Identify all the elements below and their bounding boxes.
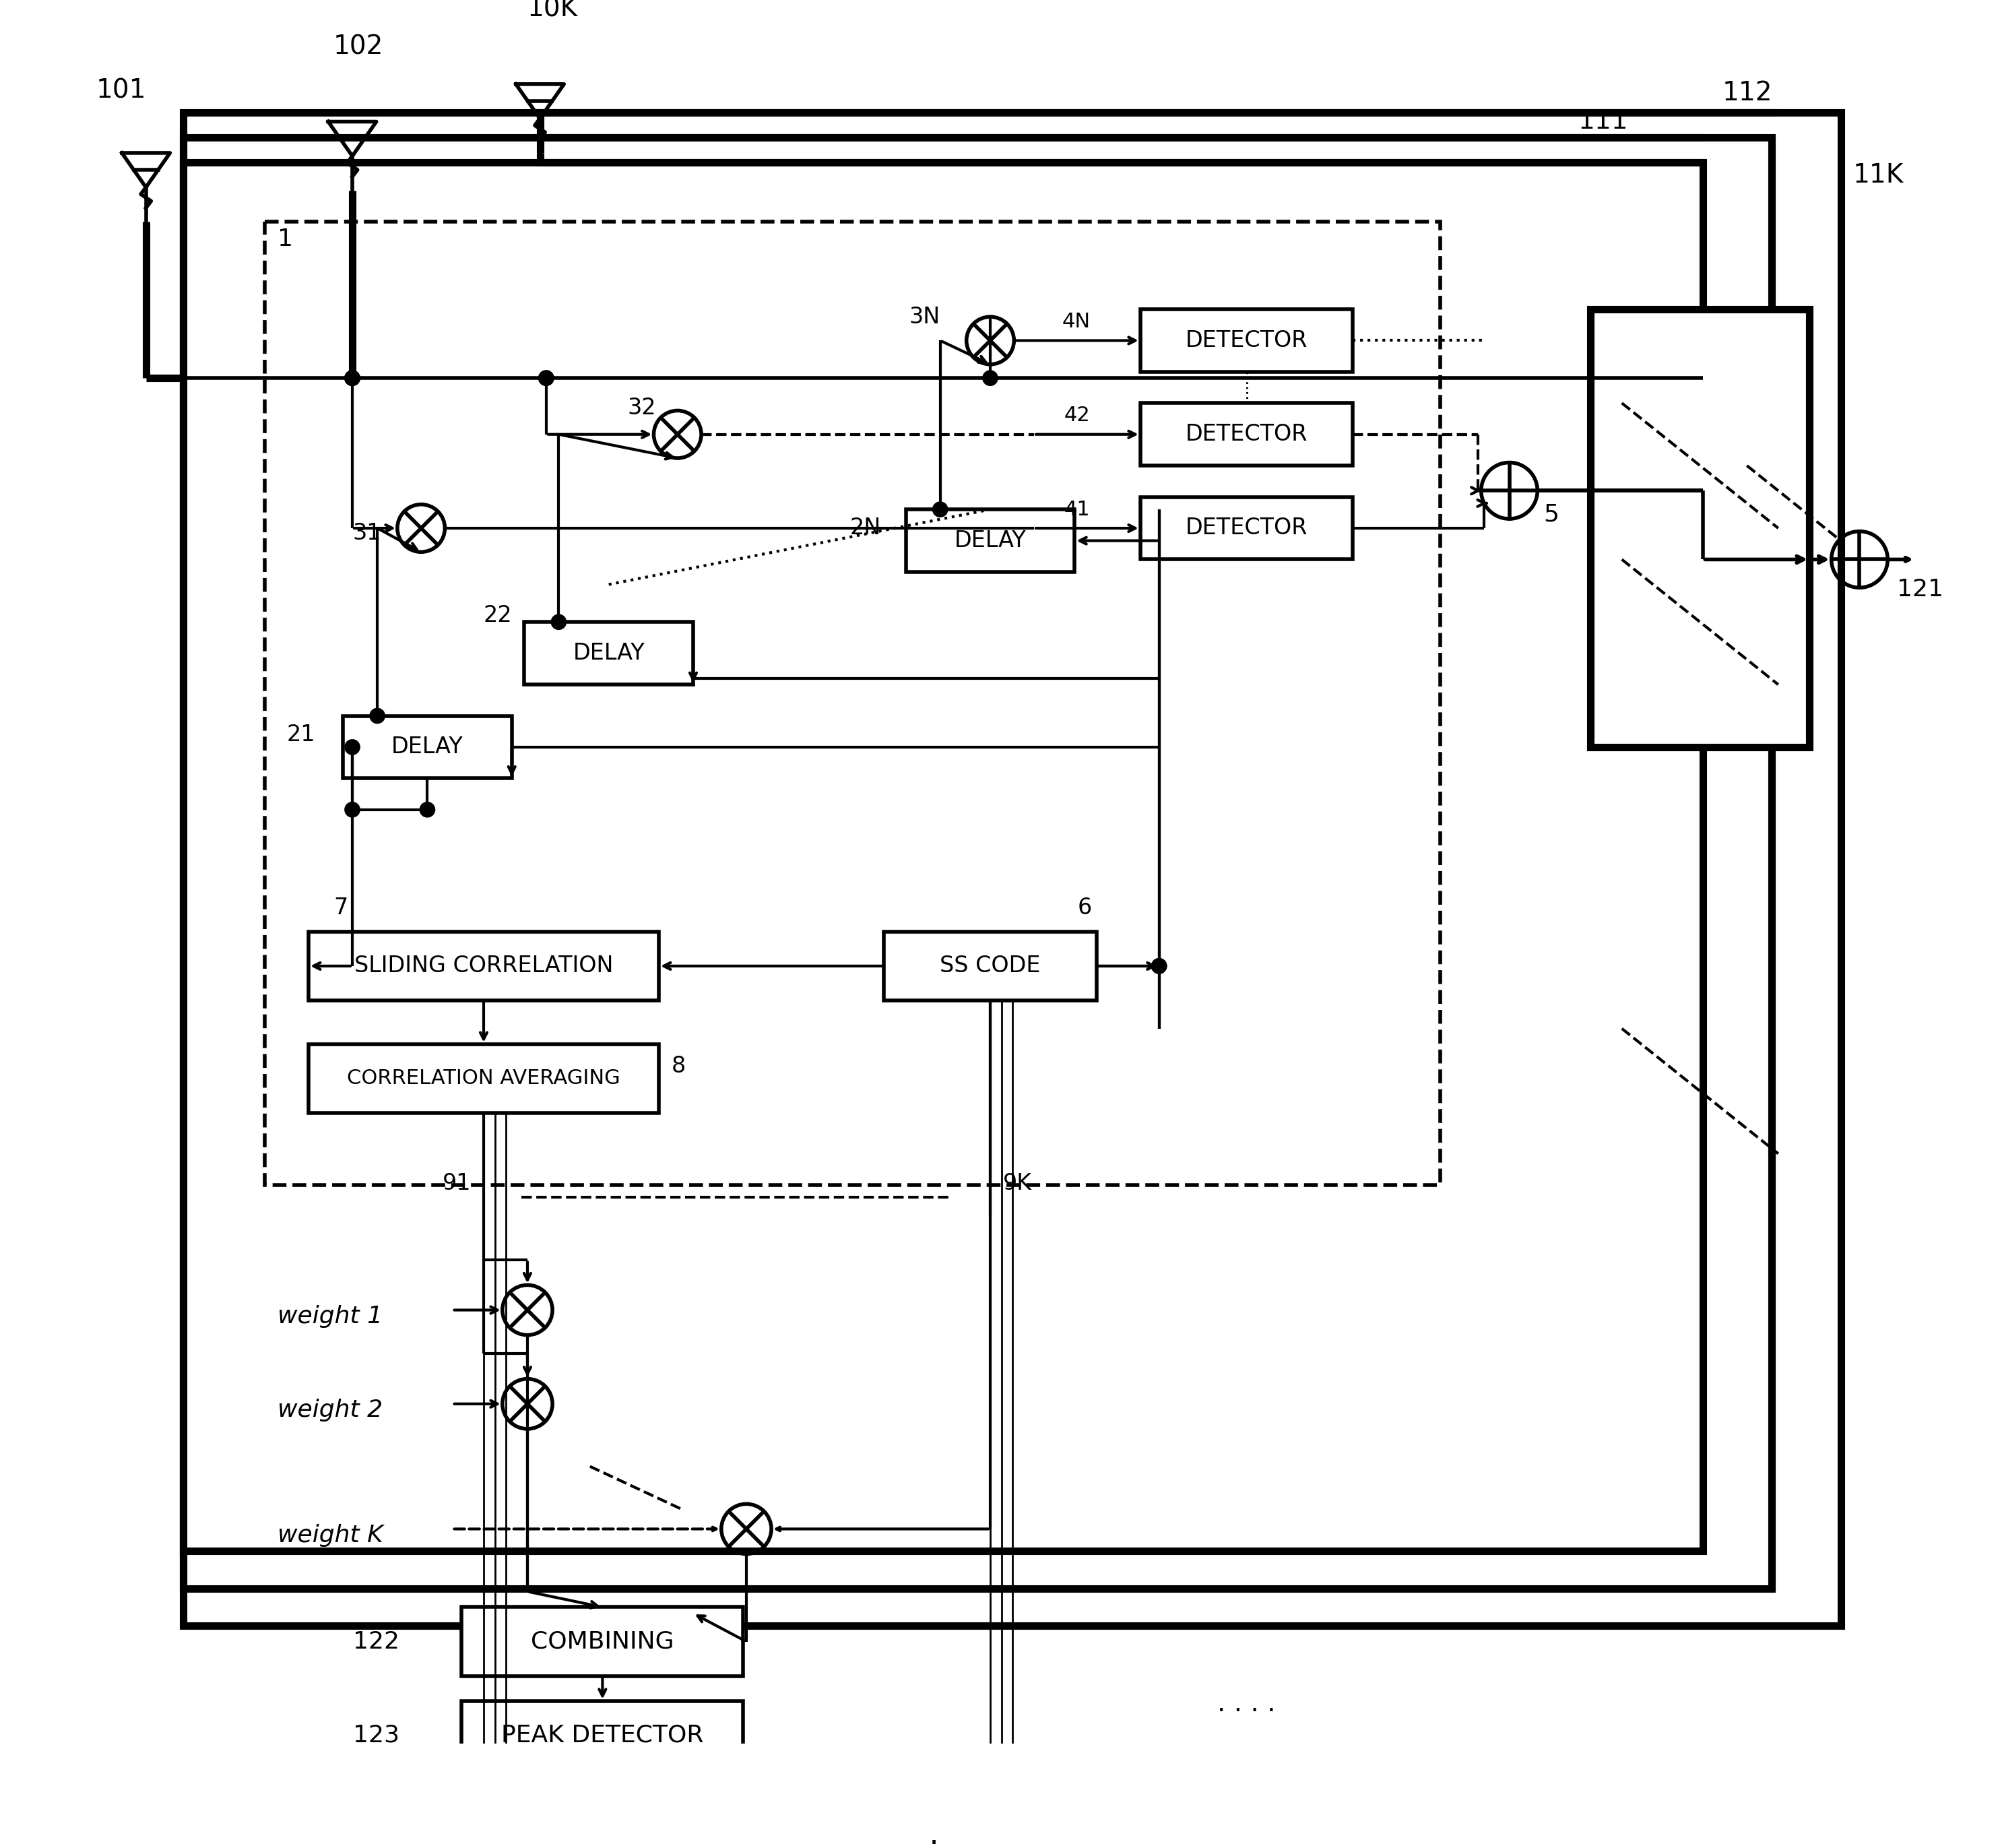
Text: 1: 1 <box>278 227 292 251</box>
Circle shape <box>538 371 554 386</box>
Text: 3N: 3N <box>908 307 940 329</box>
Text: DETECTOR: DETECTOR <box>1186 423 1308 445</box>
Text: DELAY: DELAY <box>392 736 464 758</box>
Circle shape <box>1152 959 1166 974</box>
Bar <box>1140 497 1352 560</box>
Circle shape <box>370 708 384 723</box>
Bar <box>1590 309 1810 747</box>
Text: SS CODE: SS CODE <box>940 955 1040 978</box>
Text: weight K: weight K <box>278 1525 382 1547</box>
Text: :: : <box>928 1833 940 1848</box>
Text: 41: 41 <box>1064 499 1090 519</box>
Text: 101: 101 <box>96 78 146 103</box>
Circle shape <box>344 739 360 754</box>
Bar <box>1140 309 1352 371</box>
Text: DETECTOR: DETECTOR <box>1186 517 1308 540</box>
Circle shape <box>538 371 554 386</box>
Text: . . . .: . . . . <box>1218 1691 1276 1717</box>
Text: 6: 6 <box>1078 896 1092 918</box>
Text: 121: 121 <box>1898 578 1944 601</box>
Bar <box>884 931 1096 1000</box>
Circle shape <box>344 371 360 386</box>
Text: 9K: 9K <box>1002 1172 1032 1194</box>
Circle shape <box>344 371 360 386</box>
Text: DETECTOR: DETECTOR <box>1186 329 1308 351</box>
Text: DELAY: DELAY <box>954 530 1026 553</box>
Circle shape <box>982 371 998 386</box>
Circle shape <box>420 802 434 817</box>
Bar <box>308 931 658 1000</box>
Circle shape <box>1152 959 1166 974</box>
Text: 32: 32 <box>628 397 656 419</box>
Text: 21: 21 <box>286 723 316 747</box>
Text: CORRELATION AVERAGING: CORRELATION AVERAGING <box>346 1068 620 1088</box>
Text: 102: 102 <box>334 33 384 59</box>
Text: 31: 31 <box>352 521 380 543</box>
Bar <box>184 163 1704 1550</box>
Text: 123: 123 <box>352 1724 400 1746</box>
Text: weight 2: weight 2 <box>278 1399 382 1421</box>
Bar <box>342 715 512 778</box>
Bar <box>462 1700 744 1770</box>
Bar <box>462 1608 744 1676</box>
Bar <box>184 113 1840 1626</box>
Text: 2N: 2N <box>850 517 880 540</box>
Text: 42: 42 <box>1064 407 1090 425</box>
Circle shape <box>932 503 948 517</box>
Text: 4N: 4N <box>1062 312 1090 331</box>
Text: COMBINING: COMBINING <box>530 1630 674 1652</box>
Bar <box>524 623 694 684</box>
Text: 112: 112 <box>1722 81 1772 105</box>
Circle shape <box>344 802 360 817</box>
Circle shape <box>344 371 360 386</box>
Text: 91: 91 <box>442 1172 472 1194</box>
Text: 7: 7 <box>334 896 348 918</box>
Circle shape <box>552 615 566 630</box>
Text: 8: 8 <box>672 1055 686 1077</box>
Text: PEAK DETECTOR: PEAK DETECTOR <box>502 1724 704 1746</box>
Text: 10K: 10K <box>528 0 578 22</box>
Text: 5: 5 <box>1544 503 1560 527</box>
Text: 11K: 11K <box>1854 163 1904 188</box>
Text: SLIDING CORRELATION: SLIDING CORRELATION <box>354 955 614 978</box>
Text: 122: 122 <box>352 1630 400 1652</box>
Bar <box>264 222 1440 1185</box>
Text: 111: 111 <box>1578 109 1628 135</box>
Bar <box>184 137 1772 1589</box>
Bar <box>1140 403 1352 466</box>
Bar <box>906 510 1074 573</box>
Bar <box>308 1044 658 1112</box>
Text: 22: 22 <box>482 604 512 626</box>
Text: DELAY: DELAY <box>572 641 644 665</box>
Text: weight 1: weight 1 <box>278 1305 382 1327</box>
